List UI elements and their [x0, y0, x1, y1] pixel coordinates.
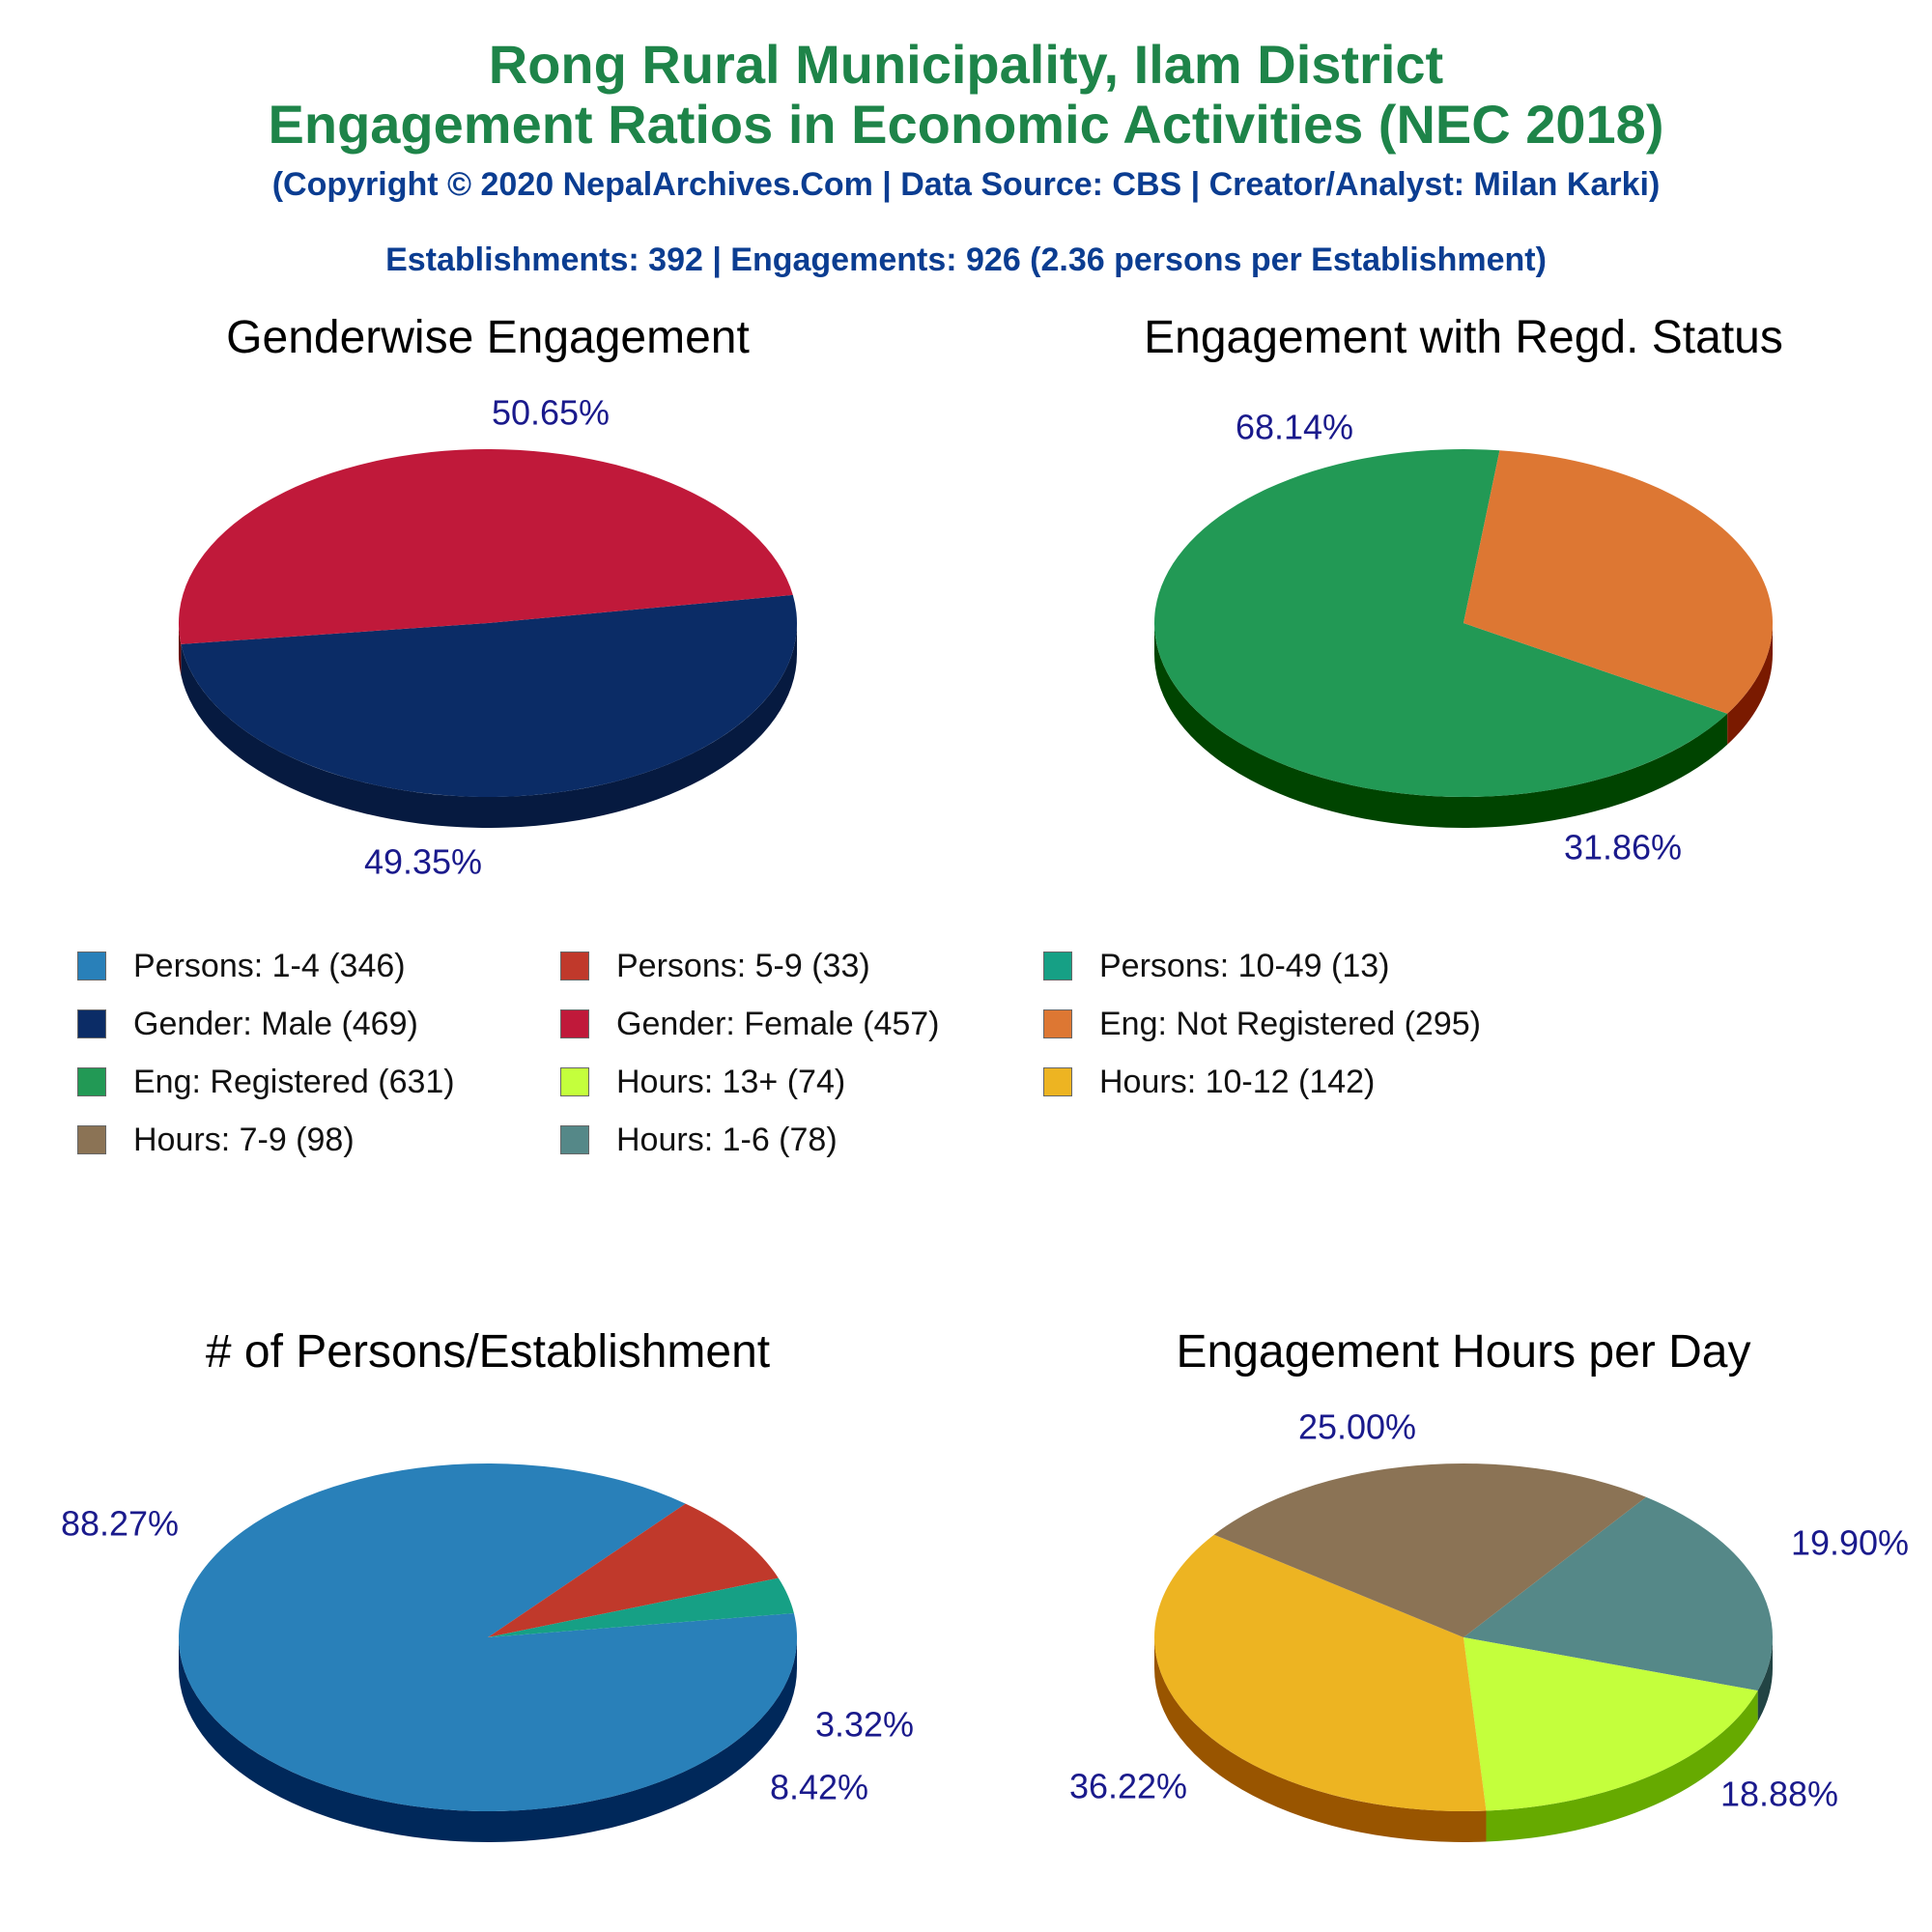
- pie-chart-title: Engagement with Regd. Status: [1144, 312, 1783, 363]
- legend-item: Gender: Male (469): [77, 1003, 418, 1045]
- pie-slice-label: 25.00%: [1298, 1407, 1416, 1447]
- chart-title-line1: Rong Rural Municipality, Ilam District: [488, 34, 1444, 95]
- pie-chart-2: Engagement with Regd. Status 68.14% 31.86%: [1144, 312, 1783, 867]
- pie-chart-title: Genderwise Engagement: [226, 312, 750, 363]
- legend-label: Eng: Not Registered (295): [1099, 1005, 1481, 1042]
- pie-slice: [178, 448, 793, 644]
- legend-swatch: [560, 1009, 589, 1038]
- pie-slice: [1154, 1534, 1487, 1811]
- pie-side-wall: [181, 623, 797, 829]
- legend-label: Persons: 10-49 (13): [1099, 947, 1390, 984]
- pie-slice: [488, 1503, 779, 1637]
- legend-label: Persons: 1-4 (346): [133, 947, 406, 984]
- pie-slice-label: 88.27%: [61, 1504, 179, 1544]
- legend-swatch: [77, 1067, 106, 1096]
- legend-label: Persons: 5-9 (33): [616, 947, 870, 984]
- pie-side-wall: [179, 623, 182, 675]
- legend-label: Eng: Registered (631): [133, 1063, 455, 1100]
- summary-line: Establishments: 392 | Engagements: 926 (…: [385, 242, 1547, 278]
- legend-swatch: [77, 1009, 106, 1038]
- pie-slice: [1463, 1637, 1758, 1811]
- legend-item: Eng: Registered (631): [77, 1061, 455, 1103]
- legend-item: Hours: 7-9 (98): [77, 1119, 355, 1161]
- pie-slice: [1153, 449, 1728, 798]
- legend-swatch: [77, 1125, 106, 1154]
- pie-slice: [1463, 450, 1773, 714]
- copyright-line: (Copyright © 2020 NepalArchives.Com | Da…: [271, 166, 1661, 203]
- pie-slice-label: 19.90%: [1791, 1523, 1909, 1563]
- legend-swatch: [77, 952, 106, 980]
- pie-slice-label: 50.65%: [492, 393, 610, 433]
- pie-slice-label: 36.22%: [1069, 1767, 1187, 1806]
- pie-side-wall: [1154, 1637, 1487, 1842]
- legend-item: Persons: 5-9 (33): [560, 945, 870, 987]
- pie-side-wall: [1727, 623, 1773, 745]
- legend-label: Hours: 7-9 (98): [133, 1121, 355, 1158]
- legend-item: Hours: 13+ (74): [560, 1061, 845, 1103]
- pie-slice-label: 68.14%: [1236, 408, 1353, 447]
- legend-swatch: [560, 1125, 589, 1154]
- pie-slice-label: 31.86%: [1564, 828, 1682, 867]
- legend-swatch: [1043, 1067, 1072, 1096]
- legend-label: Hours: 13+ (74): [616, 1063, 846, 1100]
- legend-item: Gender: Female (457): [560, 1003, 940, 1045]
- legend-swatch: [560, 952, 589, 980]
- pie-slice-label: 49.35%: [364, 842, 482, 882]
- legend-swatch: [1043, 952, 1072, 980]
- pie-side-wall: [1154, 623, 1728, 829]
- legend-swatch: [560, 1067, 589, 1096]
- legend-item: Eng: Not Registered (295): [1043, 1003, 1481, 1045]
- pie-chart-1: Genderwise Engagement 50.65% 49.35%: [178, 312, 797, 882]
- legend-label: Gender: Male (469): [133, 1005, 418, 1042]
- pie-side-wall: [1486, 1690, 1758, 1842]
- legend-item: Persons: 1-4 (346): [77, 945, 406, 987]
- pie-slice-label: 18.88%: [1720, 1775, 1838, 1814]
- pie-slice: [181, 594, 797, 797]
- pie-slice: [1463, 1496, 1773, 1691]
- legend-swatch: [1043, 1009, 1072, 1038]
- pie-slice-label: 3.32%: [815, 1705, 914, 1745]
- pie-chart-4: Engagement Hours per Day 19.90% 18.88% 36.2…: [1069, 1326, 1909, 1842]
- legend-item: Hours: 1-6 (78): [560, 1119, 838, 1161]
- chart-title-line2: Engagement Ratios in Economic Activities…: [268, 94, 1664, 155]
- pie-chart-title: Engagement Hours per Day: [1177, 1326, 1751, 1378]
- pie-chart-title: # of Persons/Establishment: [206, 1326, 770, 1378]
- pie-slice-label: 8.42%: [770, 1768, 868, 1807]
- pie-slice: [179, 1463, 798, 1812]
- pie-side-wall: [179, 1637, 797, 1842]
- pie-side-wall: [1757, 1637, 1773, 1722]
- legend-label: Hours: 1-6 (78): [616, 1121, 838, 1158]
- pie-chart-3: # of Persons/Establishment 88.27% 8.42% 3.3…: [61, 1326, 914, 1842]
- legend-item: Persons: 10-49 (13): [1043, 945, 1390, 987]
- legend-label: Hours: 10-12 (142): [1099, 1063, 1376, 1100]
- pie-slice: [488, 1577, 794, 1637]
- legend-label: Gender: Female (457): [616, 1005, 940, 1042]
- pie-slice: [1213, 1463, 1646, 1637]
- legend-item: Hours: 10-12 (142): [1043, 1061, 1375, 1103]
